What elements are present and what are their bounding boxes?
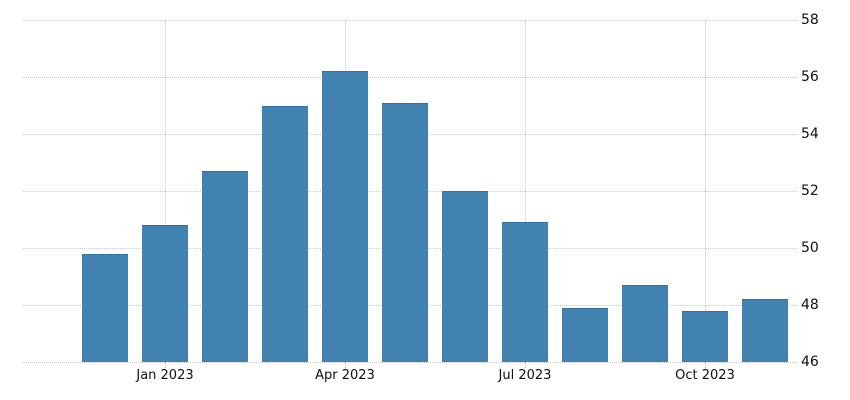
v-gridline bbox=[525, 20, 526, 362]
bar-sep-2023[interactable] bbox=[622, 285, 668, 362]
h-gridline bbox=[23, 20, 797, 21]
x-axis-tick bbox=[165, 362, 166, 368]
h-gridline bbox=[23, 77, 797, 78]
x-tick-label: Jul 2023 bbox=[498, 368, 552, 383]
x-axis-tick bbox=[705, 362, 706, 368]
x-axis-tick bbox=[525, 362, 526, 368]
bar-apr-2023[interactable] bbox=[322, 71, 368, 362]
bar-oct-2023[interactable] bbox=[682, 310, 728, 362]
y-tick-label: 52 bbox=[801, 183, 819, 199]
y-tick-label: 48 bbox=[801, 297, 819, 313]
bar-mar-2023[interactable] bbox=[262, 105, 308, 362]
y-tick-label: 50 bbox=[801, 240, 819, 256]
bar-jun-2023[interactable] bbox=[442, 191, 488, 362]
y-tick-label: 56 bbox=[801, 69, 819, 85]
x-tick-label: Oct 2023 bbox=[675, 368, 735, 383]
y-tick-label: 58 bbox=[801, 12, 819, 28]
x-tick-label: Apr 2023 bbox=[315, 368, 375, 383]
v-gridline bbox=[705, 20, 706, 362]
y-tick-label: 54 bbox=[801, 126, 819, 142]
bar-nov-2023[interactable] bbox=[742, 299, 788, 362]
bar-jan-2023[interactable] bbox=[142, 225, 188, 362]
bar-may-2023[interactable] bbox=[382, 102, 428, 362]
x-tick-label: Jan 2023 bbox=[136, 368, 194, 383]
v-gridline bbox=[165, 20, 166, 362]
bar-dec-2022[interactable] bbox=[82, 253, 128, 362]
h-gridline bbox=[23, 362, 797, 363]
bar-feb-2023[interactable] bbox=[202, 171, 248, 362]
x-axis-tick bbox=[345, 362, 346, 368]
bar-jul-2023[interactable] bbox=[502, 222, 548, 362]
plot-area bbox=[23, 20, 797, 368]
y-tick-label: 46 bbox=[801, 354, 819, 370]
bar-aug-2023[interactable] bbox=[562, 307, 608, 362]
